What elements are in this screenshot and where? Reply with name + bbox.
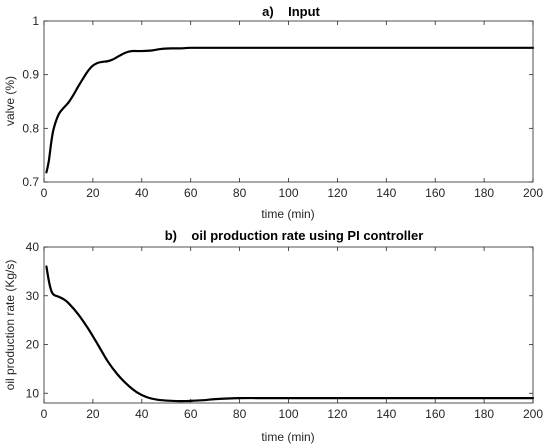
x-tick-label: 180: [474, 407, 494, 421]
x-tick-label: 40: [135, 186, 149, 200]
x-tick-label: 100: [278, 186, 298, 200]
y-tick-label: 0.7: [22, 175, 39, 189]
panel-b-x-ticks: 0 20 40 60 80 100 120 140 160 180 200: [41, 247, 543, 421]
x-tick-label: 140: [376, 186, 396, 200]
panel-b-title: b) oil production rate using PI controll…: [165, 228, 424, 243]
panel-a-y-label: valve (%): [3, 76, 17, 126]
y-tick-label: 1: [32, 14, 39, 28]
panel-input: a) Input 0 20 40 60 80 100 120 140 160 180 200 0.7…: [3, 4, 543, 221]
x-tick-label: 0: [41, 407, 48, 421]
panel-oil-production: b) oil production rate using PI controll…: [3, 228, 543, 444]
x-tick-label: 140: [376, 407, 396, 421]
x-tick-label: 60: [184, 407, 198, 421]
x-tick-label: 20: [86, 186, 100, 200]
panel-a-x-ticks: 0 20 40 60 80 100 120 140 160 180 200: [41, 21, 543, 200]
y-tick-label: 40: [26, 240, 40, 254]
x-tick-label: 200: [523, 407, 543, 421]
y-tick-label: 30: [26, 289, 40, 303]
y-tick-label: 0.9: [22, 68, 39, 82]
y-tick-label: 0.8: [22, 121, 39, 135]
panel-a-y-ticks: 0.7 0.8 0.9 1: [22, 14, 533, 189]
x-tick-label: 120: [327, 186, 347, 200]
x-tick-label: 40: [135, 407, 149, 421]
x-tick-label: 180: [474, 186, 494, 200]
panel-b-plot-area: [43, 246, 534, 404]
x-tick-label: 120: [327, 407, 347, 421]
x-tick-label: 100: [278, 407, 298, 421]
x-tick-label: 80: [233, 186, 247, 200]
oil-rate-series-line: [45, 265, 535, 403]
x-tick-label: 20: [86, 407, 100, 421]
x-tick-label: 60: [184, 186, 198, 200]
x-tick-label: 0: [41, 186, 48, 200]
x-tick-label: 160: [425, 186, 445, 200]
y-tick-label: 10: [26, 386, 40, 400]
panel-a-x-label: time (min): [261, 207, 314, 221]
panel-b-y-label: oil production rate (Kg/s): [3, 260, 17, 391]
panel-b-x-label: time (min): [261, 430, 314, 444]
panel-a-plot-area: [43, 20, 534, 183]
x-tick-label: 80: [233, 407, 247, 421]
panel-b-y-ticks: 10 20 30 40: [26, 240, 533, 400]
x-tick-label: 160: [425, 407, 445, 421]
y-tick-label: 20: [26, 338, 40, 352]
panel-a-title: a) Input: [262, 4, 320, 19]
valve-series-line: [45, 46, 535, 174]
x-tick-label: 200: [523, 186, 543, 200]
